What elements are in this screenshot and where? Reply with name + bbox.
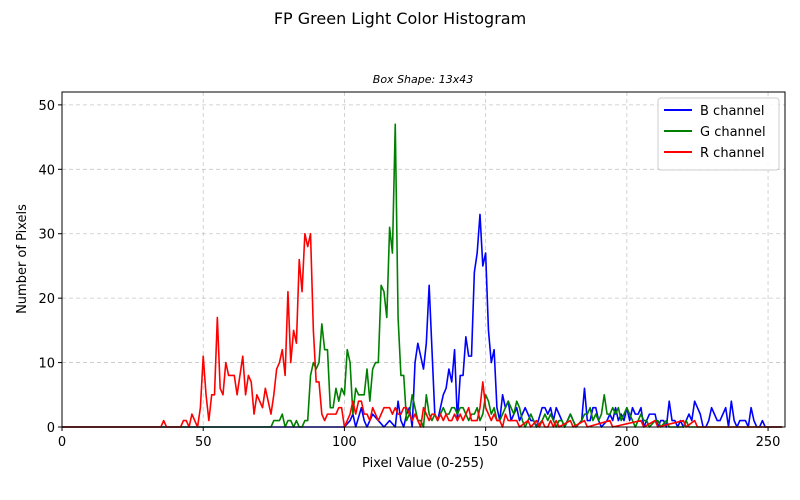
plot-frame bbox=[61, 91, 786, 428]
x-tick-label: 150 bbox=[473, 435, 498, 450]
x-tick-label: 200 bbox=[614, 435, 639, 450]
series-line-g-channel bbox=[62, 123, 783, 428]
y-tick-label: 40 bbox=[38, 163, 55, 178]
y-tick-label: 0 bbox=[47, 421, 55, 436]
y-tick-label: 10 bbox=[38, 357, 55, 372]
y-tick-label: 30 bbox=[38, 228, 55, 243]
chart-subtitle: Box Shape: 13x43 bbox=[373, 73, 473, 86]
chart-title: FP Green Light Color Histogram bbox=[274, 9, 526, 28]
y-tick-label: 20 bbox=[38, 292, 55, 307]
x-tick-label: 0 bbox=[58, 435, 66, 450]
axis-ticks: 0 50 100 150 200 250 0 10 20 30 40 50 bbox=[38, 99, 780, 450]
x-tick-label: 250 bbox=[756, 435, 781, 450]
legend-label-r-channel: R channel bbox=[700, 146, 765, 161]
x-tick-label: 100 bbox=[332, 435, 357, 450]
legend-label-g-channel: G channel bbox=[700, 125, 766, 140]
y-tick-label: 50 bbox=[38, 99, 55, 114]
x-axis-label: Pixel Value (0-255) bbox=[362, 456, 484, 471]
legend: B channel G channel R channel bbox=[657, 97, 780, 171]
series-line-r-channel bbox=[62, 232, 783, 428]
legend-label-b-channel: B channel bbox=[700, 104, 765, 119]
x-tick-label: 50 bbox=[195, 435, 212, 450]
series-lines bbox=[62, 123, 783, 428]
y-axis-label: Number of Pixels bbox=[15, 204, 30, 314]
